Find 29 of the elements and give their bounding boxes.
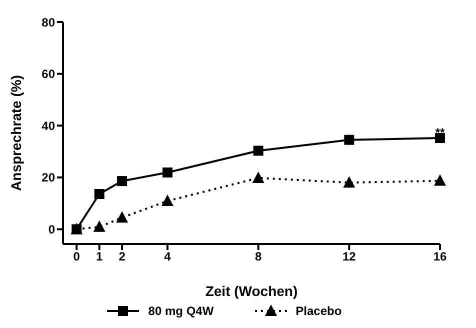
- x-tick-label: 2: [118, 250, 126, 264]
- y-tick-label: 80: [42, 15, 56, 30]
- y-tick-label: 20: [42, 170, 56, 185]
- point: [117, 176, 128, 186]
- point: [162, 168, 172, 178]
- legend-label: 80 mg Q4W: [148, 304, 214, 318]
- point: [344, 134, 354, 145]
- point: [343, 176, 356, 188]
- x-tick-label: 12: [342, 250, 356, 264]
- annotation: **: [435, 125, 445, 140]
- point: [434, 174, 446, 186]
- x-tick-label: 8: [254, 250, 262, 264]
- point: [93, 220, 106, 232]
- point: [94, 189, 104, 200]
- point: [253, 146, 264, 156]
- point: [252, 171, 264, 183]
- y-tick-label: 0: [48, 222, 56, 236]
- point: [435, 133, 445, 144]
- y-axis-title: Ansprechrate (%): [8, 75, 24, 191]
- x-tick-label: 4: [164, 250, 172, 264]
- x-tick-label: 1: [96, 250, 103, 264]
- point: [116, 211, 128, 223]
- x-axis-title: Zeit (Wochen): [205, 283, 298, 299]
- point: [161, 194, 174, 206]
- legend-label: Placebo: [296, 304, 342, 318]
- y-tick-label: 40: [42, 118, 56, 133]
- x-tick-label: 0: [73, 250, 80, 264]
- y-tick-label: 60: [42, 67, 56, 82]
- x-tick-label: 16: [433, 250, 447, 264]
